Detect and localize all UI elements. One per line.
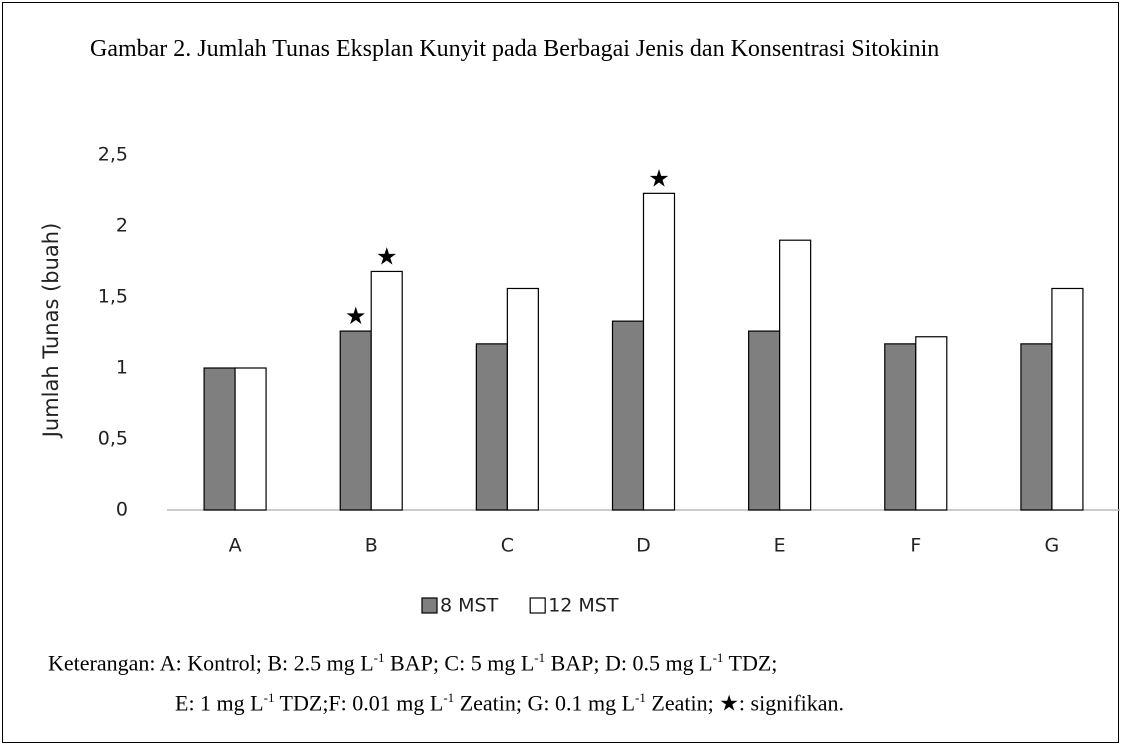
legend-swatch <box>529 597 546 614</box>
significance-star: ★ <box>648 164 670 192</box>
y-axis-label: Jumlah Tunas (buah) <box>39 223 63 440</box>
caption-text: BAP; C: 5 mg L <box>384 650 535 676</box>
bar <box>611 320 645 511</box>
caption-text: Zeatin; G: 0.1 mg L <box>454 690 636 716</box>
caption-text: TDZ; <box>723 650 778 676</box>
bar <box>339 330 372 511</box>
chart-title: Gambar 2. Jumlah Tunas Eksplan Kunyit pa… <box>90 36 940 62</box>
significance-star: ★ <box>345 302 367 330</box>
x-tick-label: D <box>636 535 651 557</box>
caption-text: E: 1 mg L <box>175 690 264 716</box>
x-tick-label: A <box>229 535 242 557</box>
bar <box>884 343 917 511</box>
caption-line: E: 1 mg L-1 TDZ;F: 0.01 mg L-1 Zeatin; G… <box>175 690 844 716</box>
x-tick-label: C <box>501 535 514 557</box>
y-tick-label: 1 <box>116 357 128 379</box>
legend-label: 8 MST <box>440 595 499 617</box>
y-tick-label: 2,5 <box>98 144 128 166</box>
significance-star: ★ <box>376 242 398 270</box>
x-tick-label: G <box>1045 535 1060 557</box>
y-tick-label: 0,5 <box>98 428 128 450</box>
caption-text: Zeatin; ★: signifikan. <box>645 690 845 716</box>
caption-superscript: -1 <box>635 690 646 705</box>
bar <box>475 343 508 511</box>
bar <box>1051 287 1084 511</box>
caption-superscript: -1 <box>263 690 275 705</box>
bar <box>203 367 236 511</box>
caption-text: Keterangan: A: Kontrol; B: 2.5 mg L <box>48 650 374 676</box>
y-tick-label: 2 <box>116 215 128 237</box>
x-tick-label: E <box>774 535 786 557</box>
y-tick-label: 0 <box>116 499 128 521</box>
y-tick-label: 1,5 <box>98 286 128 308</box>
bar <box>506 287 539 511</box>
caption-line: Keterangan: A: Kontrol; B: 2.5 mg L-1 BA… <box>48 650 777 676</box>
caption-text: BAP; D: 0.5 mg L <box>545 650 713 676</box>
legend-swatch <box>421 597 438 614</box>
bar <box>370 270 403 511</box>
x-tick-label: F <box>910 535 921 557</box>
caption-superscript: -1 <box>373 650 385 665</box>
bar <box>1020 343 1053 511</box>
bar <box>748 330 781 511</box>
legend-label: 12 MST <box>548 595 619 617</box>
x-tick-label: B <box>365 535 378 557</box>
caption-superscript: -1 <box>534 650 546 665</box>
bar <box>234 367 267 511</box>
bar <box>779 239 812 511</box>
caption-text: TDZ;F: 0.01 mg L <box>274 690 444 716</box>
bar <box>642 192 676 511</box>
bar <box>915 336 948 511</box>
caption-superscript: -1 <box>712 650 724 665</box>
caption-superscript: -1 <box>443 690 455 705</box>
